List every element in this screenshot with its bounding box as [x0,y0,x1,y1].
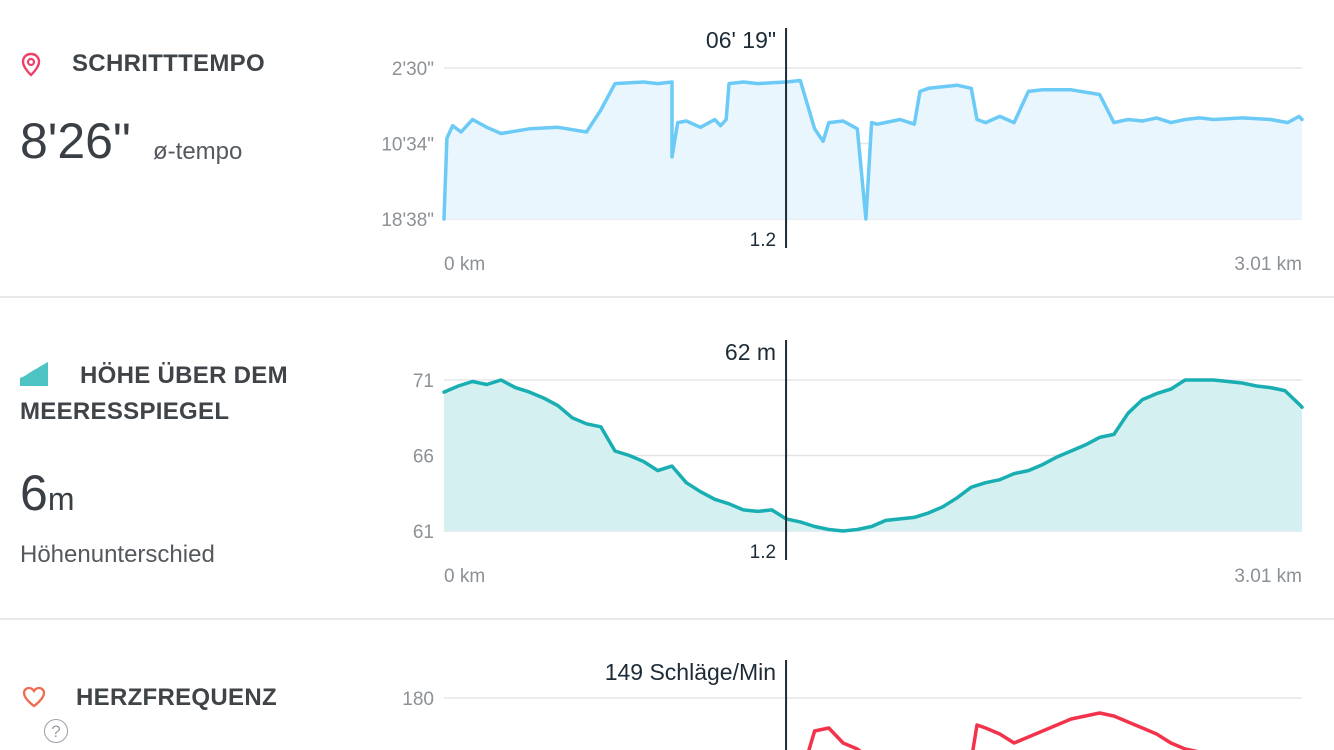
heart-title: HERZFREQUENZ [76,684,277,711]
elevation-y-tick-label: 71 [413,371,434,392]
pace-cursor-x-label: 1.2 [750,230,776,251]
elevation-difference-value: 6m [20,464,74,522]
pace-average-label: ø-tempo [153,138,243,165]
heart-icon [22,686,46,708]
heart-y-tick-label: 180 [402,689,434,710]
elevation-cursor-value-label: 62 m [725,339,776,365]
elevation-cursor-x-label: 1.2 [750,542,776,563]
pace-title: SCHRITTTEMPO [72,50,265,77]
pace-area-fill [444,80,1302,219]
question-mark-icon[interactable]: ? [44,719,68,743]
pace-cursor-value-label: 06' 19" [706,27,776,53]
section-divider [0,296,1334,298]
elevation-section: HÖHE ÜBER DEM MEERESSPIEGEL 6m Höhenunte… [0,298,1334,618]
elevation-title-line2: MEERESSPIEGEL [20,398,230,425]
elevation-x-end-label: 3.01 km [1234,566,1302,587]
mountain-slope-icon [20,362,48,386]
heart-series-line [807,711,1199,750]
heart-chart: 180 149 Schläge/Min [402,659,1302,750]
elevation-unit: m [47,481,75,517]
pace-average-value: 8'26" [20,113,131,169]
elevation-y-tick-label: 66 [413,447,434,468]
elevation-number: 6 [20,465,48,521]
pace-y-tick-label: 18'38" [381,210,434,231]
section-divider [0,618,1334,620]
elevation-x-start-label: 0 km [444,566,485,587]
pace-series-line [442,78,1304,221]
location-pin-icon [21,52,41,77]
pace-chart: 2'30" 10'34" 18'38" 0 km 3.01 km 06' 19" 1.2 [381,27,1304,275]
pace-x-end-label: 3.01 km [1234,254,1302,275]
elevation-area-fill [444,380,1302,531]
heart-cursor-value-label: 149 Schläge/Min [605,659,776,685]
pace-y-tick-label: 2'30" [392,59,434,80]
pace-x-start-label: 0 km [444,254,485,275]
pace-section: SCHRITTTEMPO 8'26" ø-tempo [0,0,1334,297]
pace-y-tick-label: 10'34" [381,135,434,156]
elevation-title-line1: HÖHE ÜBER DEM [80,362,288,389]
elevation-series-line [442,378,1304,533]
elevation-difference-label: Höhenunterschied [20,541,215,568]
elevation-y-tick-label: 61 [413,522,434,543]
heart-section: HERZFREQUENZ [0,620,1334,750]
elevation-chart: 71 66 61 0 km 3.01 km 62 m 1.2 [413,339,1304,587]
